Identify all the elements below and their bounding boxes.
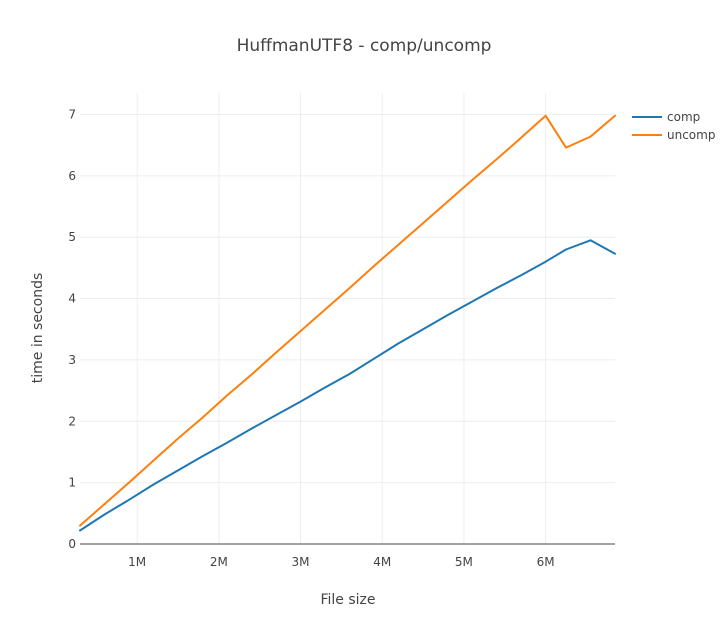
- y-tick-label: 6: [68, 169, 76, 183]
- y-tick-label: 5: [68, 230, 76, 244]
- x-tick-label: 2M: [210, 555, 228, 569]
- y-tick-label: 3: [68, 353, 76, 367]
- x-tick-label: 3M: [292, 555, 310, 569]
- legend-label-comp: comp: [667, 110, 700, 124]
- x-tick-label: 1M: [128, 555, 146, 569]
- series-line-comp: [79, 239, 616, 532]
- legend: comp uncomp: [632, 110, 715, 142]
- x-tick-label: 6M: [537, 555, 555, 569]
- axes: 1M 2M 3M 4M 5M 6M 0 1 2 3 4 5 6 7: [68, 107, 615, 569]
- y-tick-label: 7: [68, 107, 76, 121]
- x-tick-label: 4M: [373, 555, 391, 569]
- grid: [80, 93, 615, 544]
- series-lines: [79, 114, 616, 532]
- y-tick-label: 0: [68, 537, 76, 551]
- x-tick-label: 5M: [455, 555, 473, 569]
- chart-title: HuffmanUTF8 - comp/uncomp: [237, 36, 492, 56]
- y-tick-label: 2: [68, 414, 76, 428]
- y-tick-label: 1: [68, 476, 76, 490]
- y-tick-label: 4: [68, 292, 76, 306]
- legend-label-uncomp: uncomp: [667, 128, 715, 142]
- series-line-uncomp: [79, 114, 616, 527]
- y-axis-title: time in seconds: [30, 273, 46, 384]
- x-axis-title: File size: [320, 592, 375, 608]
